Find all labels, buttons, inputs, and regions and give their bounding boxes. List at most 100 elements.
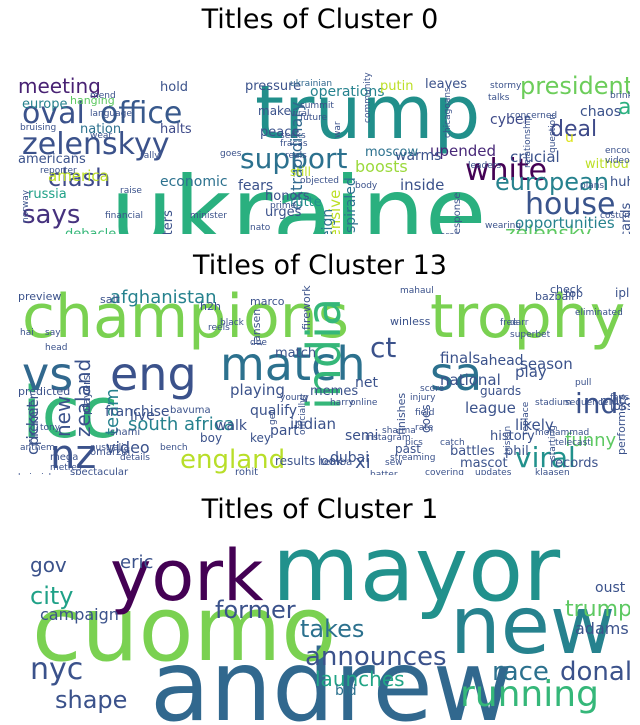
word-clash: clash bbox=[48, 164, 110, 192]
word-trophy: trophy bbox=[430, 285, 625, 352]
word-hold: hold bbox=[160, 80, 188, 95]
word-tv: tv bbox=[300, 393, 310, 403]
word-cards: cards bbox=[619, 203, 630, 234]
word-inside: inside bbox=[400, 176, 444, 194]
word-prime: prime bbox=[270, 201, 297, 211]
word-ukraine: ukraine bbox=[110, 155, 486, 234]
word-matches: matches bbox=[600, 394, 630, 408]
word-relationship: relationship bbox=[523, 115, 533, 168]
word-offensive: offensive bbox=[326, 190, 344, 234]
word-reels: reels bbox=[208, 323, 230, 333]
word-hai: hai bbox=[20, 328, 34, 338]
word-play: play bbox=[515, 363, 547, 381]
word-vs: vs bbox=[22, 347, 73, 401]
word-records: records bbox=[550, 456, 599, 471]
word-pressure: pressure bbox=[245, 79, 301, 94]
word-says: says bbox=[22, 200, 80, 230]
word-league: league bbox=[465, 399, 516, 417]
word-oust: oust bbox=[595, 580, 626, 596]
word-cricket: cricket bbox=[23, 402, 42, 455]
word-peace: peace bbox=[260, 125, 299, 140]
word-rally: rally bbox=[140, 151, 160, 161]
word-announces: announces bbox=[305, 642, 447, 672]
word-russia: russia bbox=[28, 187, 67, 202]
word-europe: europe bbox=[22, 97, 68, 112]
word-injury: injury bbox=[410, 393, 436, 403]
word-bid: bid bbox=[335, 683, 357, 699]
word-finishes: finishes bbox=[395, 393, 408, 435]
word-war: war bbox=[333, 121, 343, 138]
word-get: get bbox=[268, 410, 278, 425]
word-crucial: crucial bbox=[510, 148, 560, 166]
word-without: without bbox=[585, 157, 630, 172]
word-hanging: hanging bbox=[70, 94, 115, 107]
word-mega: mega bbox=[50, 452, 78, 463]
word-talks: talks bbox=[488, 93, 510, 103]
word-white: white bbox=[465, 153, 547, 188]
word-reporter: reporter bbox=[40, 166, 77, 176]
wordcloud-0: trump ukraine zelenskyy oval office support cl… bbox=[10, 38, 630, 234]
word-area: area bbox=[440, 231, 460, 234]
word-sa: sa bbox=[430, 347, 482, 401]
word-field: field bbox=[415, 408, 434, 418]
word-fans: fans bbox=[610, 393, 629, 403]
word-ct: ct bbox=[370, 331, 396, 364]
word-costume: costume bbox=[600, 211, 630, 221]
word-telecast: telecast bbox=[555, 438, 591, 448]
wordcloud-13: champions trophy icc match vs eng sa india nz ind… bbox=[10, 285, 630, 475]
word-leaves: leaves bbox=[425, 77, 467, 92]
word-brink: brink bbox=[610, 91, 630, 101]
word-warms: warms bbox=[395, 148, 441, 164]
wordcloud-1: mayor andrew cuomo new york running nyc announc… bbox=[10, 528, 630, 724]
word-video: video bbox=[605, 156, 630, 166]
word-covering: covering bbox=[425, 468, 464, 475]
word-video: video bbox=[106, 438, 150, 457]
word-starting: starting bbox=[548, 425, 558, 460]
word-new: new bbox=[450, 579, 615, 672]
word-boy: boy bbox=[200, 431, 222, 445]
word-bavuma: bavuma bbox=[170, 405, 211, 416]
word-history: history bbox=[490, 429, 535, 444]
word-say: say bbox=[45, 328, 61, 338]
word-afghanistan: afghanistan bbox=[110, 287, 217, 308]
word-still: still bbox=[290, 165, 311, 179]
word-foreign: foreign bbox=[320, 209, 336, 234]
word-new: new bbox=[51, 396, 75, 437]
word-minister: minister bbox=[190, 211, 227, 221]
word-fireworks: fireworks bbox=[300, 285, 313, 330]
word-debacle: debacle bbox=[65, 227, 116, 234]
word-look: look bbox=[318, 454, 343, 468]
word-sequence: sequence bbox=[565, 398, 609, 408]
word-eng: eng bbox=[110, 347, 197, 401]
word-players: players bbox=[80, 374, 93, 415]
word-rohit: rohit bbox=[235, 467, 258, 475]
word-catch: catch bbox=[440, 438, 465, 448]
word-zelensky: zelensky bbox=[505, 221, 592, 234]
word-office: office bbox=[100, 96, 182, 131]
word-leaders: leaders bbox=[468, 161, 502, 171]
word-due: due bbox=[250, 338, 267, 348]
word-officially: officially bbox=[298, 397, 308, 435]
word-support: support bbox=[240, 142, 348, 175]
word-body: body bbox=[355, 181, 378, 191]
word-harry: harry bbox=[330, 398, 354, 408]
word-score: score bbox=[420, 384, 445, 394]
word-trump: trump bbox=[565, 597, 630, 622]
word-live: live bbox=[130, 408, 155, 424]
word-york: york bbox=[110, 535, 264, 617]
word-tristan: tristan bbox=[503, 426, 513, 455]
word-mayor: mayor bbox=[272, 528, 560, 622]
word-tony: tony bbox=[40, 423, 61, 433]
word-head: head bbox=[45, 343, 67, 353]
word-sharma: sharma bbox=[382, 426, 416, 436]
word-shami: shami bbox=[110, 427, 140, 438]
word-jansen: jansen bbox=[250, 309, 263, 346]
word-anthem: anthem bbox=[20, 443, 55, 453]
word-xi: xi bbox=[355, 452, 371, 473]
word-andrew: andrew bbox=[150, 630, 513, 724]
word-adams: adams bbox=[575, 619, 629, 638]
word-bazball: bazball bbox=[535, 290, 574, 303]
word-nation: nation bbox=[80, 122, 121, 137]
word-nyc: nyc bbox=[30, 652, 83, 687]
word-icc: icc bbox=[22, 372, 118, 454]
